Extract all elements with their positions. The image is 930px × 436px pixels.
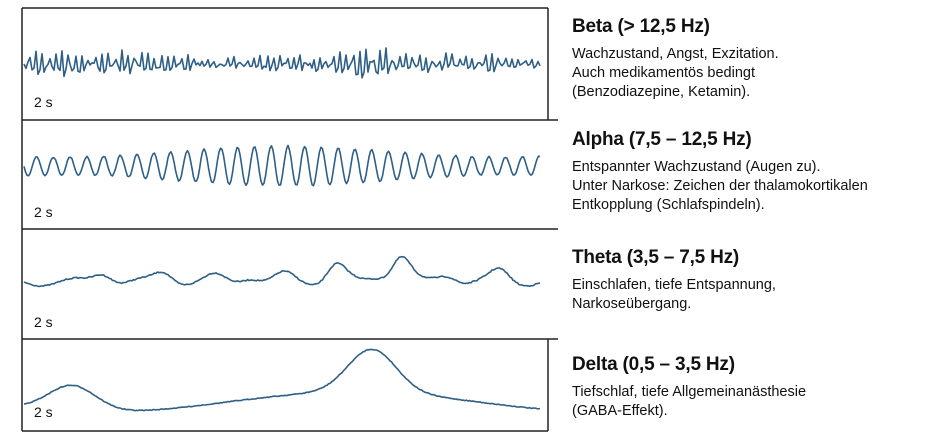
alpha-time-label: 2 s	[34, 204, 53, 220]
beta-line-1: Wachzustand, Angst, Exzitation.	[572, 46, 779, 62]
beta-description: Beta (> 12,5 Hz) Wachzustand, Angst, Exz…	[572, 16, 924, 102]
beta-wave-trace	[23, 47, 541, 79]
delta-wave-trace	[23, 348, 541, 412]
beta-time-label: 2 s	[34, 94, 53, 110]
delta-description: Delta (0,5 – 3,5 Hz) Tiefschlaf, tiefe A…	[572, 354, 924, 421]
alpha-description: Alpha (7,5 – 12,5 Hz) Entspannter Wachzu…	[572, 129, 924, 215]
alpha-line-3: Entkopplung (Schlafspindeln).	[572, 197, 765, 213]
beta-line-2: Auch medikamentös bedingt	[572, 65, 755, 81]
delta-line-1: Tiefschlaf, tiefe Allgemeinanästhesie	[572, 384, 807, 400]
alpha-line-2: Unter Narkose: Zeichen der thalamokortik…	[572, 178, 868, 194]
theta-line-1: Einschlafen, tiefe Entspannung,	[572, 277, 776, 293]
delta-line-2: (GABA-Effekt).	[572, 403, 668, 419]
delta-title: Delta (0,5 – 3,5 Hz)	[572, 354, 735, 375]
theta-time-label: 2 s	[34, 314, 53, 330]
eeg-waveform-panels	[21, 7, 558, 432]
alpha-line-1: Entspannter Wachzustand (Augen zu).	[572, 159, 821, 175]
beta-line-3: (Benzodiazepine, Ketamin).	[572, 84, 751, 100]
alpha-title: Alpha (7,5 – 12,5 Hz)	[572, 129, 752, 150]
beta-title: Beta (> 12,5 Hz)	[572, 16, 710, 37]
theta-wave-trace	[23, 255, 541, 288]
theta-description: Theta (3,5 – 7,5 Hz) Einschlafen, tiefe …	[572, 247, 924, 314]
theta-title: Theta (3,5 – 7,5 Hz)	[572, 247, 740, 268]
alpha-wave-trace	[23, 144, 541, 187]
delta-time-label: 2 s	[34, 404, 53, 420]
theta-line-2: Narkoseübergang.	[572, 296, 692, 312]
